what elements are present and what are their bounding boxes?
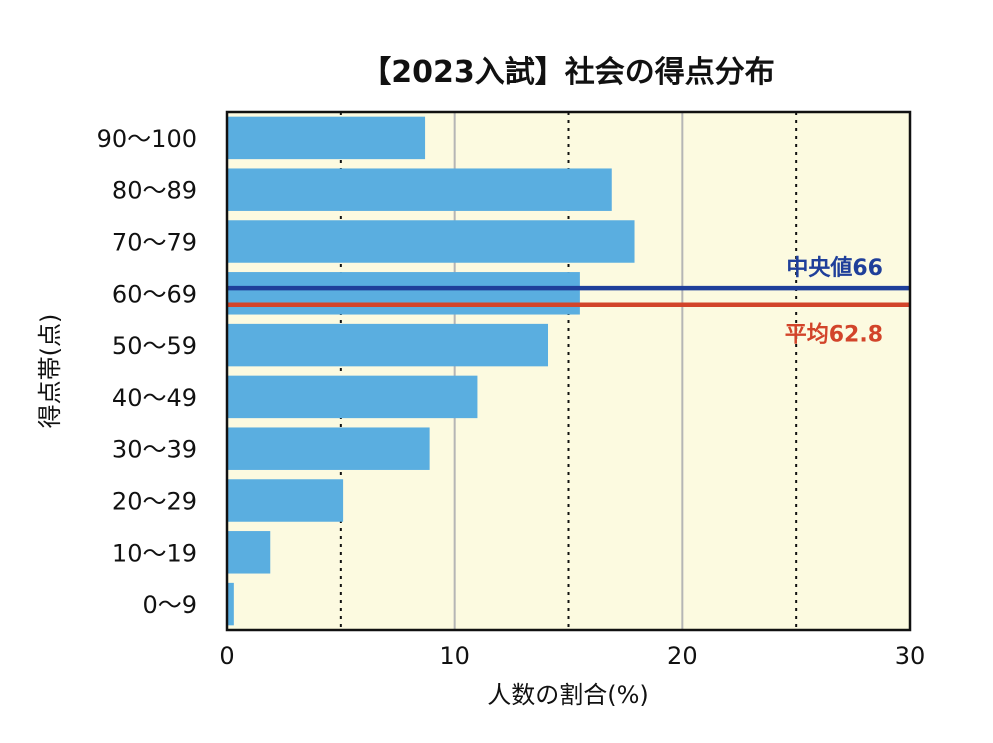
chart-title: 【2023入試】社会の得点分布 bbox=[361, 55, 775, 90]
bar bbox=[227, 375, 478, 419]
x-tick-label: 0 bbox=[219, 642, 234, 670]
reference-line-label: 平均62.8 bbox=[785, 322, 883, 348]
y-tick-label: 90〜100 bbox=[97, 125, 197, 153]
bar bbox=[227, 427, 430, 470]
bars bbox=[227, 116, 635, 626]
y-tick-label: 80〜89 bbox=[112, 177, 197, 205]
x-tick-label: 30 bbox=[895, 642, 926, 670]
y-tick-label: 10〜19 bbox=[112, 539, 197, 567]
y-tick-label: 0〜9 bbox=[142, 591, 197, 619]
y-tick-label: 50〜59 bbox=[112, 332, 197, 360]
bar bbox=[227, 531, 271, 574]
x-axis-label: 人数の割合(%) bbox=[487, 681, 649, 709]
y-tick-label: 30〜39 bbox=[112, 436, 197, 464]
reference-lines: 中央値66 平均62.8 bbox=[227, 255, 910, 348]
x-tick-labels: 0 10 20 30 bbox=[219, 642, 925, 670]
x-tick-label: 10 bbox=[439, 642, 470, 670]
y-axis-label: 得点帯(点) bbox=[36, 314, 64, 429]
y-tick-labels: 90〜100 80〜89 70〜79 60〜69 50〜59 40〜49 30〜39 20〜2… bbox=[97, 125, 197, 619]
bar bbox=[227, 323, 549, 367]
plot-frame bbox=[225, 110, 912, 632]
bar bbox=[227, 479, 344, 522]
bar bbox=[227, 168, 612, 211]
bar bbox=[227, 116, 426, 160]
y-tick-label: 40〜49 bbox=[112, 384, 197, 412]
x-tick-label: 20 bbox=[667, 642, 698, 670]
y-tick-label: 60〜69 bbox=[112, 280, 197, 308]
y-tick-label: 70〜79 bbox=[112, 229, 197, 257]
bar bbox=[227, 582, 234, 626]
reference-line-label: 中央値66 bbox=[786, 255, 883, 281]
y-tick-label: 20〜29 bbox=[112, 488, 197, 516]
bar bbox=[227, 272, 580, 315]
bar bbox=[227, 220, 635, 263]
